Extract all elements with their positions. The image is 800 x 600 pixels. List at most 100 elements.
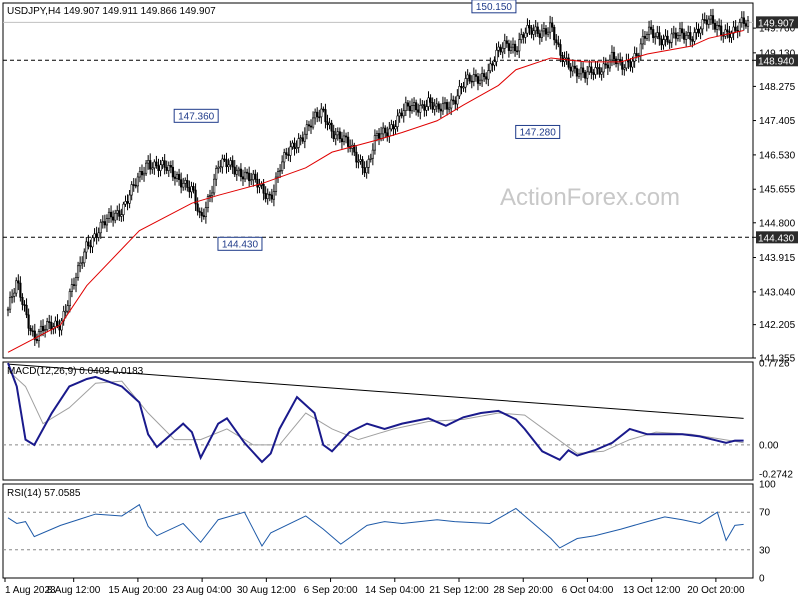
candle-body (369, 157, 372, 160)
candle-body (454, 100, 457, 105)
candle-body (235, 170, 238, 175)
candle-body (309, 125, 313, 128)
y-tick-label: 149.760 (759, 24, 796, 35)
price-tag-label: 144.430 (758, 233, 795, 244)
candle-body (415, 102, 418, 111)
candle-body (516, 50, 519, 53)
candle-body (386, 132, 389, 137)
candle-body (297, 138, 300, 148)
candle-body (687, 32, 690, 36)
candle-body (138, 171, 142, 178)
candle-body (476, 76, 480, 84)
rsi-panel-frame (2, 483, 754, 579)
candle-body (301, 137, 304, 142)
candle-body (33, 330, 36, 340)
candle-body (641, 36, 644, 45)
candle-body (347, 136, 350, 147)
candle-body (74, 277, 78, 286)
candle-body (705, 19, 708, 25)
candle-body (647, 26, 651, 35)
x-tick-label: 21 Sep 12:00 (429, 585, 489, 596)
candle-body (493, 61, 496, 66)
candle-body (588, 66, 591, 73)
candle-body (175, 174, 179, 179)
candle-body (85, 241, 88, 253)
candle-body (324, 109, 327, 123)
candle-body (221, 158, 224, 168)
candle-body (394, 126, 397, 130)
x-tick-label: 28 Sep 20:00 (493, 585, 553, 596)
candle-body (217, 166, 220, 169)
candle-body (551, 22, 554, 28)
candle-body (730, 33, 733, 38)
moving-average-line (7, 29, 744, 353)
candle-body (283, 152, 286, 163)
candle-body (336, 131, 339, 136)
candle-body (433, 105, 436, 110)
candle-body (107, 211, 111, 219)
candle-body (544, 28, 548, 35)
y-tick-label: 142.205 (759, 320, 796, 331)
y-tick-label: 145.655 (759, 185, 796, 196)
annotation-label: 150.150 (476, 2, 513, 13)
candle-body (103, 221, 106, 226)
candle-body (126, 201, 129, 204)
candle-body (307, 124, 311, 127)
candle-body (522, 34, 525, 38)
candle-body (260, 184, 263, 186)
candle-body (674, 32, 677, 39)
candle-body (225, 159, 228, 168)
candle-body (48, 321, 51, 323)
candle-body (215, 168, 218, 180)
candle-body (377, 133, 381, 139)
macd-panel-frame (2, 361, 754, 481)
candle-body (254, 173, 257, 180)
candle-body (202, 215, 205, 218)
candle-body (621, 61, 624, 70)
candle-body (8, 296, 12, 310)
candle-body (431, 102, 434, 110)
candle-body (6, 308, 10, 311)
candle-body (664, 35, 667, 40)
candle-body (231, 160, 234, 168)
x-tick-label: 6 Sep 20:00 (304, 585, 358, 596)
price-tag-box (756, 16, 798, 29)
macd-y-tick-label: 0.00 (759, 440, 779, 451)
candle-body (173, 176, 177, 179)
candle-body (287, 154, 290, 156)
watermark: ActionForex.com (500, 184, 680, 211)
candle-body (322, 108, 325, 111)
candle-body (229, 160, 232, 166)
candle-body (400, 112, 403, 117)
candle-body (13, 292, 16, 297)
candle-body (565, 57, 568, 60)
candle-body (204, 207, 207, 218)
candle-body (689, 32, 692, 40)
candle-body (695, 28, 698, 33)
candle-body (584, 72, 587, 79)
candle-body (124, 201, 127, 205)
candle-body (392, 124, 395, 130)
candle-body (219, 166, 222, 169)
candle-body (742, 17, 745, 24)
candle-body (557, 42, 560, 45)
candle-body (379, 133, 383, 139)
candle-body (559, 44, 562, 56)
candle-body (744, 23, 748, 27)
candle-body (452, 99, 455, 102)
candle-body (699, 28, 702, 34)
candle-body (213, 178, 216, 194)
candle-body (149, 160, 152, 170)
candle-body (264, 192, 267, 199)
rsi-title: RSI(14) 57.0585 (7, 488, 81, 499)
candle-body (462, 86, 465, 89)
candle-body (678, 28, 682, 36)
candle-body (526, 25, 529, 34)
candle-body (122, 203, 125, 215)
candle-body (612, 51, 616, 60)
candle-body (406, 102, 409, 107)
candle-body (740, 17, 743, 23)
candle-body (581, 67, 585, 73)
candle-body (445, 102, 449, 110)
candle-body (478, 79, 482, 84)
